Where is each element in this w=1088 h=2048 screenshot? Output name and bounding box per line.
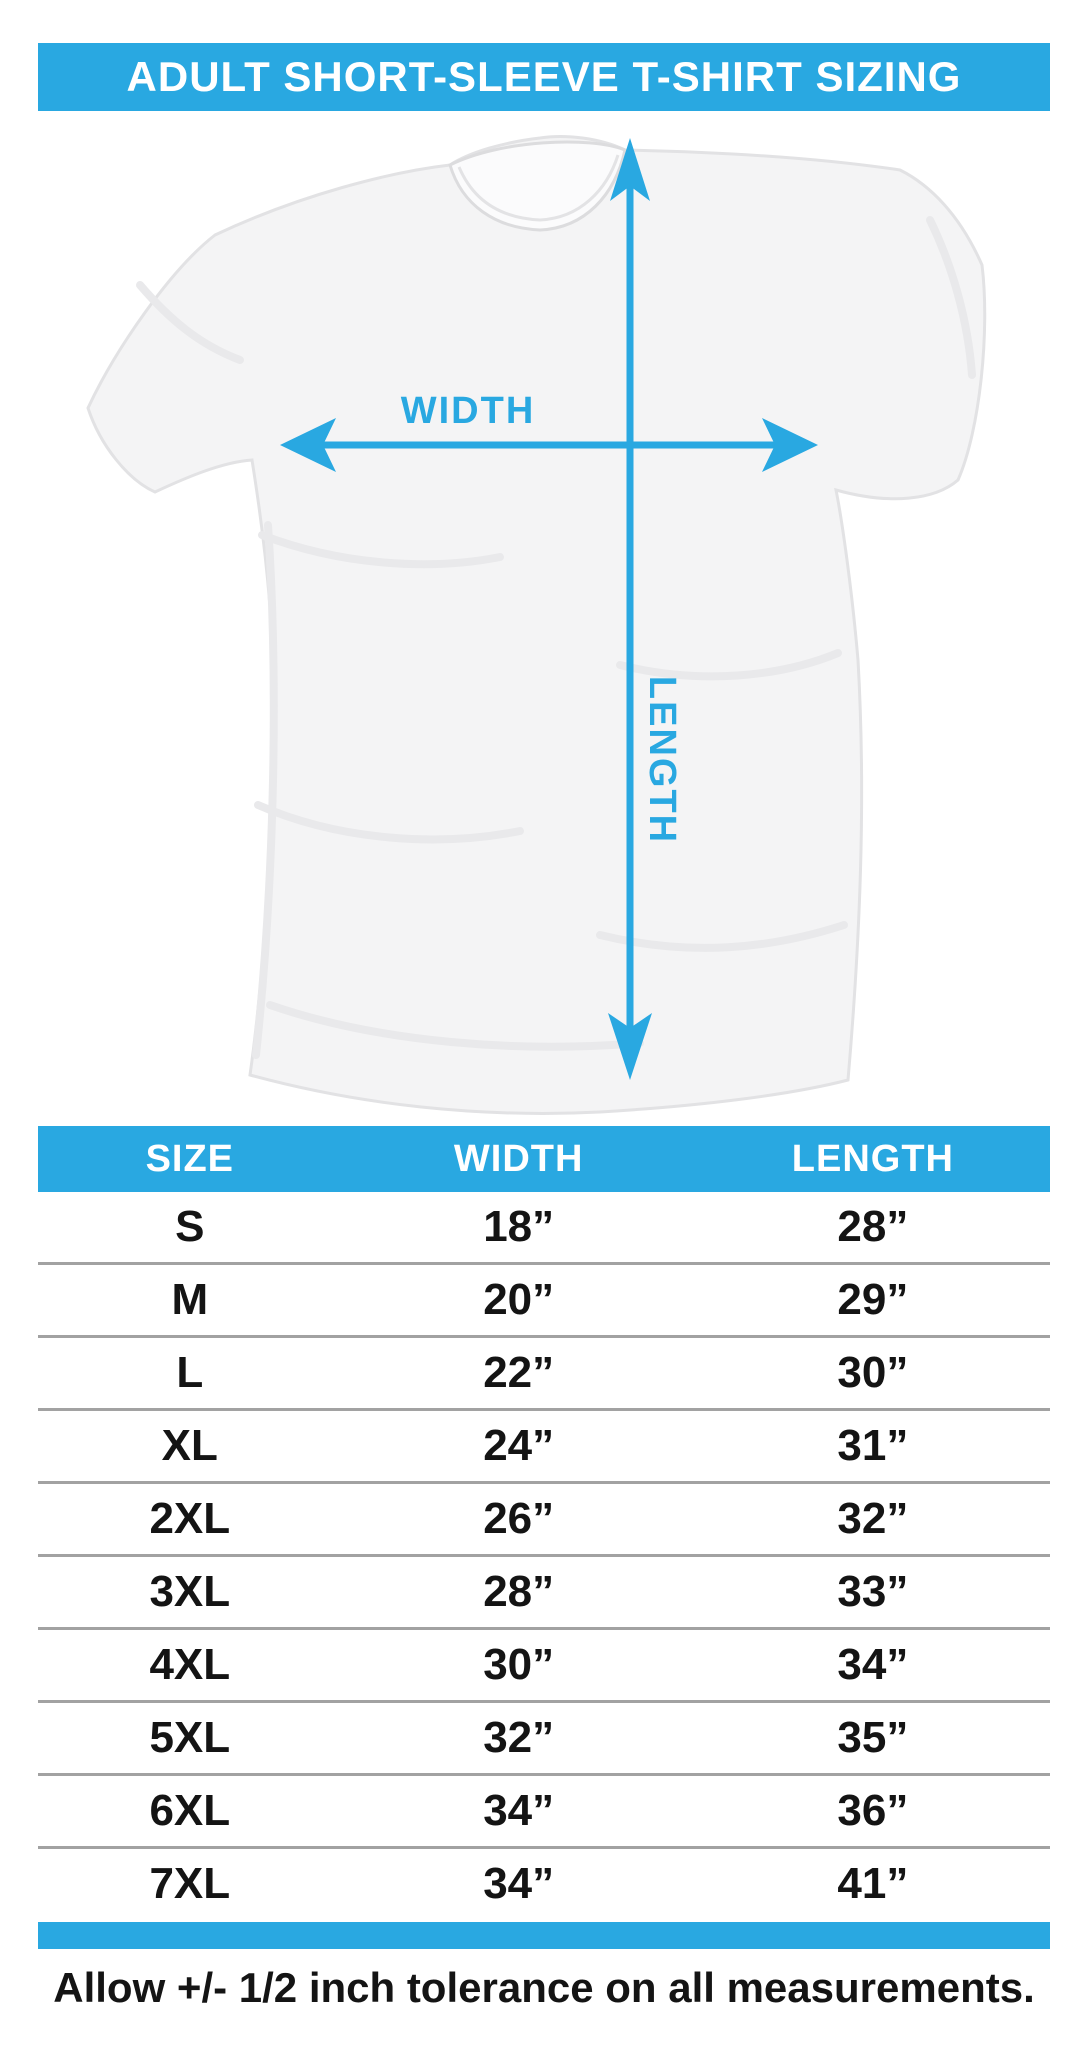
width-cell: 24” <box>483 1421 555 1470</box>
table-row: 7XL 34” 41” <box>38 1846 1050 1919</box>
header-width: WIDTH <box>453 1137 584 1180</box>
length-cell: 35” <box>837 1713 909 1762</box>
size-cell: S <box>175 1202 205 1251</box>
table-row: 4XL 30” 34” <box>38 1627 1050 1700</box>
length-arrowhead-top <box>610 138 650 201</box>
table-row: 5XL 32” 35” <box>38 1700 1050 1773</box>
table-row: 6XL 34” 36” <box>38 1773 1050 1846</box>
width-cell: 30” <box>483 1640 555 1689</box>
size-cell: XL <box>161 1421 218 1470</box>
length-cell: 36” <box>837 1786 909 1835</box>
tshirt-measurement-diagram: WIDTH LENGTH <box>0 105 1088 1120</box>
width-cell: 28” <box>483 1567 555 1616</box>
size-cell: 4XL <box>149 1640 231 1689</box>
tshirt-body <box>86 135 987 1115</box>
length-cell: 33” <box>837 1567 909 1616</box>
width-cell: 34” <box>483 1859 555 1908</box>
length-label: LENGTH <box>641 676 683 844</box>
width-cell: 26” <box>483 1494 555 1543</box>
length-cell: 32” <box>837 1494 909 1543</box>
size-cell: 3XL <box>149 1567 231 1616</box>
table-row: M 20” 29” <box>38 1262 1050 1335</box>
size-cell: 2XL <box>149 1494 231 1543</box>
width-cell: 34” <box>483 1786 555 1835</box>
table-row: 2XL 26” 32” <box>38 1481 1050 1554</box>
page-title: ADULT SHORT-SLEEVE T-SHIRT SIZING <box>126 53 962 100</box>
tshirt-graphic <box>86 135 987 1115</box>
width-arrowhead-right <box>762 418 818 472</box>
size-cell: 7XL <box>149 1859 231 1908</box>
length-cell: 34” <box>837 1640 909 1689</box>
size-cell: L <box>176 1348 204 1397</box>
length-arrowhead-bottom <box>608 1013 652 1080</box>
collar-seam <box>457 154 620 222</box>
table-row: L 22” 30” <box>38 1335 1050 1408</box>
size-cell: M <box>171 1275 209 1324</box>
length-cell: 30” <box>837 1348 909 1397</box>
length-cell: 28” <box>837 1202 909 1251</box>
header-size: SIZE <box>145 1137 235 1180</box>
measurement-arrows: WIDTH LENGTH <box>280 138 818 1080</box>
width-cell: 20” <box>483 1275 555 1324</box>
width-label: WIDTH <box>401 390 536 432</box>
size-table: SIZE WIDTH LENGTH S 18” 28” M 20” 29” L … <box>38 1126 1050 1919</box>
length-cell: 29” <box>837 1275 909 1324</box>
title-banner: ADULT SHORT-SLEEVE T-SHIRT SIZING <box>38 43 1050 111</box>
bottom-accent-bar <box>38 1922 1050 1949</box>
width-cell: 32” <box>483 1713 555 1762</box>
table-row: 3XL 28” 33” <box>38 1554 1050 1627</box>
table-row: XL 24” 31” <box>38 1408 1050 1481</box>
width-arrowhead-left <box>280 418 336 472</box>
table-header-row: SIZE WIDTH LENGTH <box>38 1126 1050 1192</box>
width-cell: 18” <box>483 1202 555 1251</box>
header-length: LENGTH <box>791 1137 954 1180</box>
width-cell: 22” <box>483 1348 555 1397</box>
tshirt-diagram-svg: WIDTH LENGTH <box>86 135 987 1115</box>
length-cell: 31” <box>837 1421 909 1470</box>
table-row: S 18” 28” <box>38 1192 1050 1262</box>
size-cell: 5XL <box>149 1713 231 1762</box>
length-cell: 41” <box>837 1859 909 1908</box>
size-cell: 6XL <box>149 1786 231 1835</box>
tolerance-note: Allow +/- 1/2 inch tolerance on all meas… <box>53 1964 1035 2011</box>
fabric-wrinkles <box>136 216 976 1059</box>
